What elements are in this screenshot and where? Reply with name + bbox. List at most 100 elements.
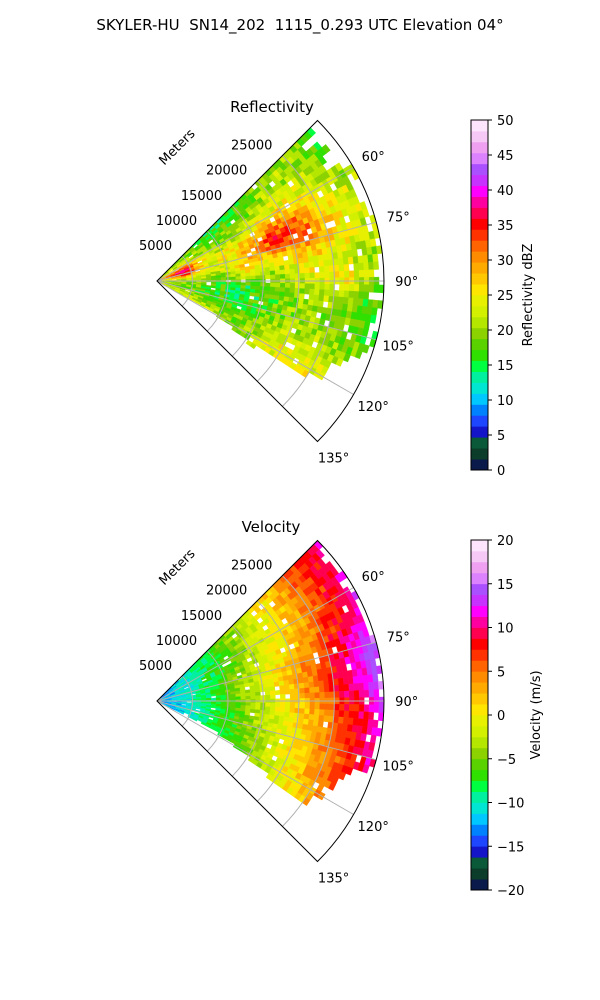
field-cell bbox=[288, 683, 295, 690]
field-cell bbox=[319, 271, 326, 279]
field-cell bbox=[255, 702, 261, 707]
field-cell bbox=[348, 284, 355, 292]
field-cell bbox=[373, 681, 380, 690]
field-cell bbox=[289, 273, 296, 279]
field-cell bbox=[299, 283, 306, 289]
field-cell bbox=[284, 291, 290, 298]
field-cell bbox=[250, 695, 256, 700]
field-cell bbox=[283, 259, 290, 266]
field-cell bbox=[314, 703, 321, 710]
colorbar-swatch bbox=[471, 415, 488, 427]
field-cell bbox=[314, 272, 321, 279]
colorbar-tick-label: 35 bbox=[497, 219, 514, 234]
velocity-grid bbox=[156, 575, 384, 827]
colorbar-swatch bbox=[471, 835, 488, 847]
colorbar-swatch bbox=[471, 857, 488, 869]
field-cell bbox=[210, 697, 217, 701]
field-cell bbox=[206, 697, 212, 701]
azimuth-tick-label: 60° bbox=[362, 150, 385, 165]
field-cell bbox=[210, 705, 217, 709]
colorbar-swatch bbox=[471, 448, 488, 460]
field-cell bbox=[318, 686, 325, 693]
field-cell bbox=[304, 267, 311, 274]
colorbar-tick-label: 25 bbox=[497, 289, 514, 304]
field-cell bbox=[339, 270, 345, 279]
field-cell bbox=[338, 264, 345, 272]
field-cell bbox=[273, 681, 280, 687]
field-cell bbox=[307, 676, 314, 683]
reflectivity-colorbar bbox=[470, 119, 489, 471]
field-cell bbox=[298, 293, 305, 300]
field-cell bbox=[318, 266, 325, 273]
field-cell bbox=[334, 703, 340, 711]
field-cell bbox=[304, 703, 311, 710]
velocity-panel: Velocity Meters 5000 10000 15000 20000 25000… bbox=[139, 518, 544, 899]
field-cell bbox=[264, 690, 271, 696]
field-cell bbox=[348, 710, 355, 719]
field-cell bbox=[347, 256, 354, 265]
colorbar-swatch bbox=[471, 426, 488, 438]
field-cell bbox=[314, 283, 321, 290]
colorbar-swatch bbox=[471, 638, 488, 650]
field-cell bbox=[250, 275, 256, 280]
field-cell bbox=[304, 288, 311, 295]
field-cell bbox=[274, 269, 281, 276]
panel-title-reflectivity: Reflectivity bbox=[230, 98, 314, 116]
colorbar-swatch bbox=[471, 682, 488, 694]
colorbar-swatch bbox=[471, 813, 488, 825]
reflectivity-axes bbox=[156, 119, 385, 443]
field-cell bbox=[318, 294, 325, 302]
field-cell bbox=[338, 710, 345, 718]
field-cell bbox=[250, 705, 256, 710]
field-cell bbox=[255, 691, 261, 697]
field-cell bbox=[294, 703, 301, 709]
field-cell bbox=[235, 696, 242, 700]
field-cell bbox=[347, 717, 354, 726]
colorbar-swatch bbox=[471, 273, 488, 285]
field-cell bbox=[265, 274, 271, 280]
colorbar-swatch bbox=[471, 868, 488, 880]
colorbar-swatch bbox=[471, 262, 488, 274]
field-cell bbox=[279, 265, 286, 271]
colorbar-swatch bbox=[471, 251, 488, 263]
field-cell bbox=[324, 691, 330, 699]
field-cell bbox=[279, 711, 286, 717]
field-cell bbox=[275, 274, 281, 280]
colorbar-tick-label: 30 bbox=[497, 254, 514, 269]
field-cell bbox=[299, 288, 306, 295]
field-cell bbox=[293, 712, 300, 719]
field-cell bbox=[264, 266, 271, 272]
colorbar-swatch bbox=[471, 327, 488, 340]
field-cell bbox=[338, 684, 345, 692]
azimuth-gridline bbox=[156, 700, 354, 815]
colorbar-swatch bbox=[471, 174, 488, 187]
field-cell bbox=[342, 297, 349, 305]
colorbar-swatch bbox=[471, 393, 488, 405]
field-cell bbox=[289, 283, 296, 289]
field-cell bbox=[279, 269, 286, 275]
colorbar-swatch bbox=[471, 704, 488, 716]
field-cell bbox=[339, 283, 345, 292]
field-cell bbox=[345, 766, 354, 776]
field-cell bbox=[250, 285, 256, 290]
azimuth-tick-label: 105° bbox=[383, 760, 414, 775]
field-cell bbox=[279, 703, 286, 708]
colorbar-swatch bbox=[471, 671, 488, 683]
colorbar-swatch bbox=[471, 550, 488, 563]
field-cell bbox=[314, 692, 321, 699]
field-cell bbox=[373, 689, 380, 698]
colorbar-swatch bbox=[471, 583, 488, 596]
field-cell bbox=[348, 683, 355, 692]
field-cell bbox=[303, 262, 310, 269]
field-cell bbox=[343, 710, 350, 719]
azimuth-gridline bbox=[156, 221, 377, 282]
field-cell bbox=[369, 314, 377, 324]
colorbar-tick-label: 5 bbox=[497, 665, 505, 680]
field-cell bbox=[334, 271, 340, 279]
field-cell bbox=[333, 684, 340, 692]
field-cell bbox=[318, 714, 325, 722]
radial-tick-label: 15000 bbox=[181, 609, 222, 624]
field-cell bbox=[298, 718, 305, 725]
field-cell bbox=[319, 283, 326, 291]
